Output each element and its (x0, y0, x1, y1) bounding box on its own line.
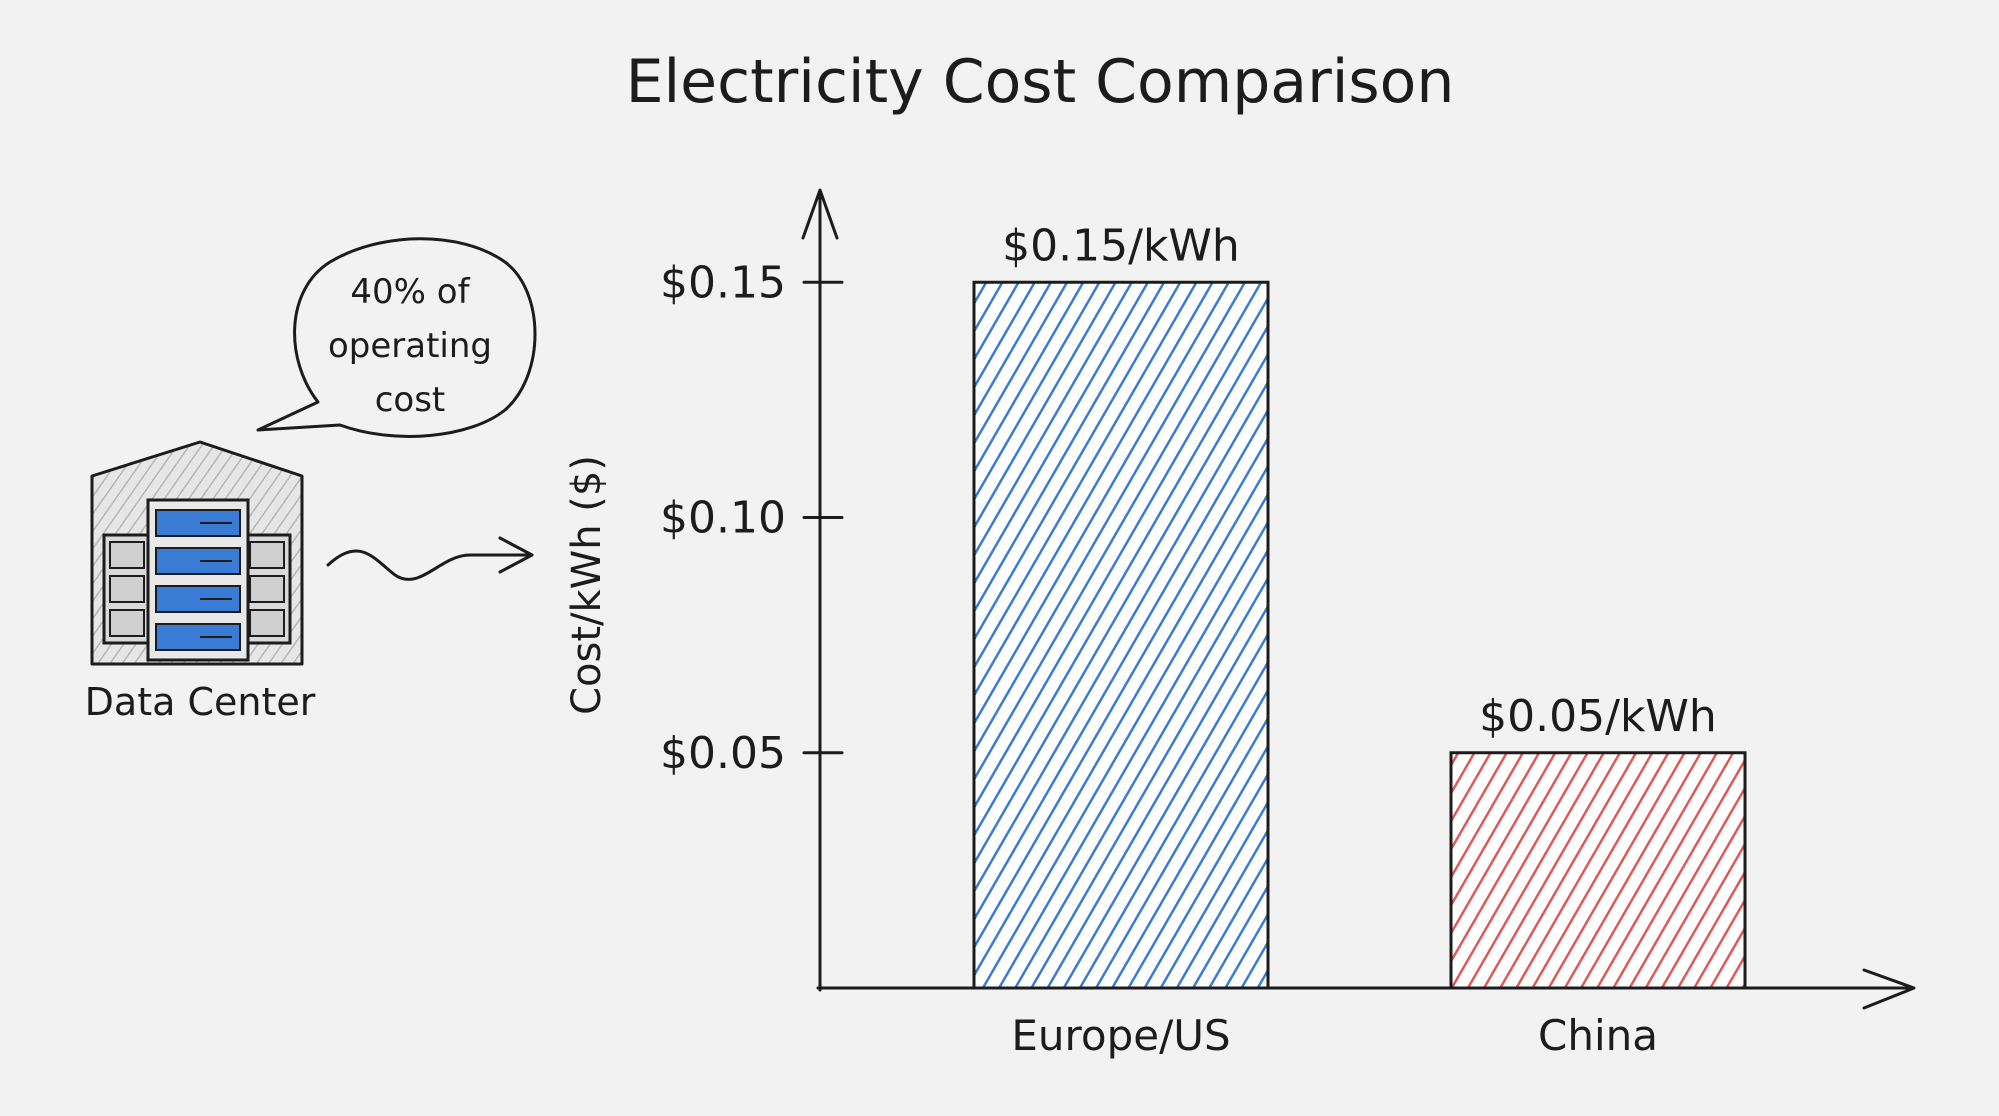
y-tick-label: $0.15 (660, 257, 786, 308)
data-center-icon (90, 440, 304, 666)
bar-value-label: $0.15/kWh (1002, 220, 1240, 271)
y-tick-label: $0.05 (660, 728, 786, 779)
bars: $0.15/kWh Europe/US $0.05/kWh China (972, 220, 1747, 1060)
y-axis-arrow-icon (801, 188, 839, 240)
bubble-line-3: cost (375, 380, 446, 420)
y-axis-label: Cost/kWh ($) (564, 455, 610, 715)
bar (1449, 751, 1747, 990)
data-center-label: Data Center (85, 680, 316, 724)
chart-title: Electricity Cost Comparison (626, 47, 1455, 117)
bar-group: $0.15/kWh Europe/US (972, 220, 1270, 1060)
bar-value-label: $0.05/kWh (1479, 691, 1717, 742)
bar (972, 280, 1270, 990)
bubble-line-2: operating (328, 326, 492, 366)
y-axis (801, 188, 839, 992)
y-ticks: $0.05 $0.10 $0.15 (660, 257, 844, 779)
bar-group: $0.05/kWh China (1449, 691, 1747, 1060)
category-label: China (1538, 1011, 1658, 1060)
bubble-line-1: 40% of (350, 272, 470, 312)
x-axis-arrow-icon (1862, 968, 1916, 1010)
category-label: Europe/US (1011, 1011, 1230, 1060)
arrow-icon (326, 536, 534, 581)
y-tick-label: $0.10 (660, 493, 786, 544)
speech-bubble: 40% of operating cost (256, 237, 537, 438)
